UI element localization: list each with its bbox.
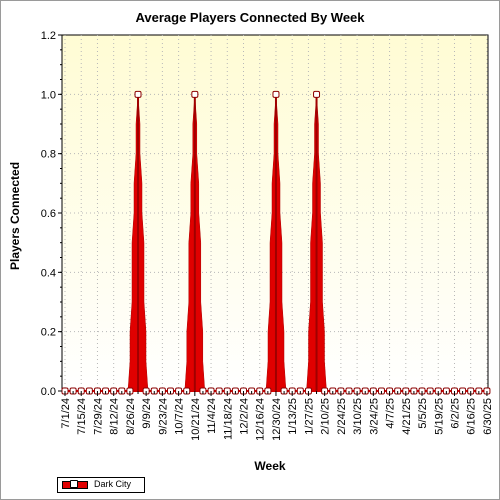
x-axis-label: Week bbox=[254, 459, 285, 473]
x-tick-label: 6/2/25 bbox=[449, 398, 461, 429]
chart-title: Average Players Connected By Week bbox=[135, 10, 365, 25]
x-tick-label: 4/7/25 bbox=[385, 398, 397, 429]
legend-marker bbox=[70, 480, 78, 488]
x-tick-label: 7/29/24 bbox=[92, 398, 104, 435]
x-tick-label: 3/24/25 bbox=[368, 398, 380, 435]
x-tick-label: 7/15/24 bbox=[76, 398, 88, 435]
x-tick-label: 11/4/24 bbox=[206, 398, 218, 434]
x-tick-label: 8/26/24 bbox=[125, 398, 137, 435]
x-tick-label: 3/10/25 bbox=[352, 398, 364, 435]
x-tick-label: 12/2/24 bbox=[239, 398, 251, 435]
x-tick-label: 7/1/24 bbox=[60, 398, 72, 429]
x-tick-label: 4/21/25 bbox=[401, 398, 413, 435]
x-tick-label: 2/10/25 bbox=[320, 398, 332, 435]
y-tick-label: 1.0 bbox=[41, 89, 56, 101]
legend-label: Dark City bbox=[94, 479, 132, 489]
x-tick-label: 1/13/25 bbox=[287, 398, 299, 435]
x-tick-label: 10/21/24 bbox=[190, 398, 202, 441]
data-point bbox=[191, 90, 199, 98]
x-tick-label: 9/23/24 bbox=[157, 398, 169, 435]
x-tick-label: 2/24/25 bbox=[336, 398, 348, 435]
x-tick-label: 12/30/24 bbox=[271, 398, 283, 441]
x-tick-label: 10/7/24 bbox=[174, 398, 186, 435]
y-axis-label: Players Connected bbox=[8, 162, 22, 270]
legend: Dark City bbox=[57, 477, 145, 493]
data-point bbox=[272, 90, 280, 98]
y-tick-label: 0.4 bbox=[41, 267, 56, 279]
y-tick-label: 0.8 bbox=[41, 149, 56, 161]
x-tick-label: 5/5/25 bbox=[417, 398, 429, 429]
data-point bbox=[134, 90, 142, 98]
series-dark-city bbox=[61, 90, 491, 395]
x-tick-label: 1/27/25 bbox=[303, 398, 315, 435]
x-tick-label: 5/19/25 bbox=[433, 398, 445, 435]
data-point bbox=[313, 90, 321, 98]
axes: 0.0 0.2 0.4 0.6 0.8 1.0 1.2 7/1/24 7/15/24 7/29/2… bbox=[41, 30, 494, 441]
y-tick-label: 0.6 bbox=[41, 208, 56, 220]
x-tick-label: 6/16/25 bbox=[466, 398, 478, 435]
x-tick-label: 9/9/24 bbox=[141, 398, 153, 429]
x-tick-label: 12/16/24 bbox=[255, 398, 267, 441]
y-tick-label: 1.2 bbox=[41, 30, 56, 42]
x-tick-label: 6/30/25 bbox=[482, 398, 494, 435]
y-tick-label: 0.2 bbox=[41, 327, 56, 339]
y-tick-label: 0.0 bbox=[41, 386, 56, 398]
x-tick-label: 11/18/24 bbox=[222, 398, 234, 440]
x-tick-label: 8/12/24 bbox=[109, 398, 121, 435]
